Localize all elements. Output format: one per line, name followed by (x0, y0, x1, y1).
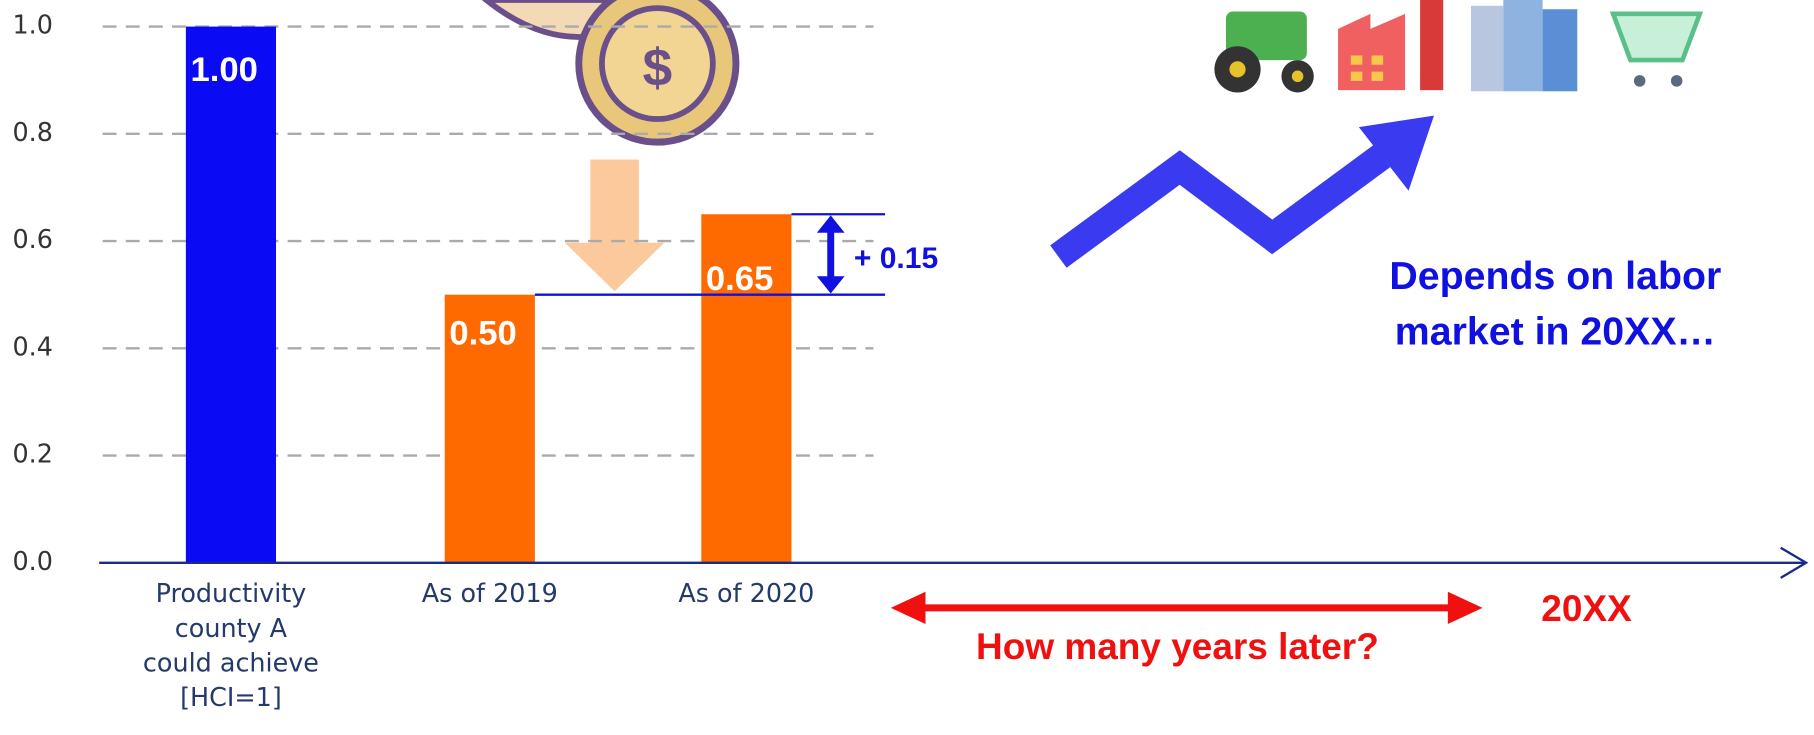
x-tick-label: Productivity county A could achieve [HCI… (115, 578, 346, 717)
time-arrow (891, 592, 1483, 624)
x-tick-label: As of 2020 (631, 578, 862, 613)
future-year-label: 20XX (1541, 588, 1632, 629)
difference-label: + 0.15 (854, 242, 938, 275)
labor-market-label: Depends on labor market in 20XX… (1330, 248, 1781, 359)
x-tick-box: As of 2020 (631, 578, 862, 728)
x-tick-label: As of 2019 (374, 578, 605, 613)
bar (186, 27, 276, 563)
y-tick-label: 0.8 (13, 117, 53, 147)
x-axis (99, 548, 1806, 578)
value-label: 0.50 (449, 314, 516, 352)
y-tick-label: 0.4 (13, 331, 53, 361)
y-tick-label: 1.0 (13, 10, 53, 40)
svg-text:$: $ (643, 39, 673, 98)
chart: $ How many years later? 20XX + 0.15 Depe… (0, 0, 1814, 735)
value-label: 1.00 (190, 51, 257, 89)
x-tick-box: As of 2019 (374, 578, 605, 728)
page: {"chart_data": {"type": "bar", "categori… (0, 0, 1814, 735)
down-arrow (565, 159, 664, 291)
sector-icons (1214, 0, 1699, 92)
growth-arrow (1058, 116, 1434, 257)
years-later-label: How many years later? (976, 626, 1379, 667)
y-tick-label: 0.0 (13, 546, 53, 576)
labor-market-box: Depends on labor market in 20XX… (1330, 248, 1781, 375)
arrow-head (817, 276, 845, 293)
y-tick-label: 0.6 (13, 224, 53, 254)
value-label: 0.65 (706, 260, 773, 298)
coin-icon: $ (486, 0, 736, 142)
y-tick-label: 0.2 (13, 439, 53, 469)
arrow-head (817, 215, 845, 232)
x-tick-box: Productivity county A could achieve [HCI… (115, 578, 346, 728)
